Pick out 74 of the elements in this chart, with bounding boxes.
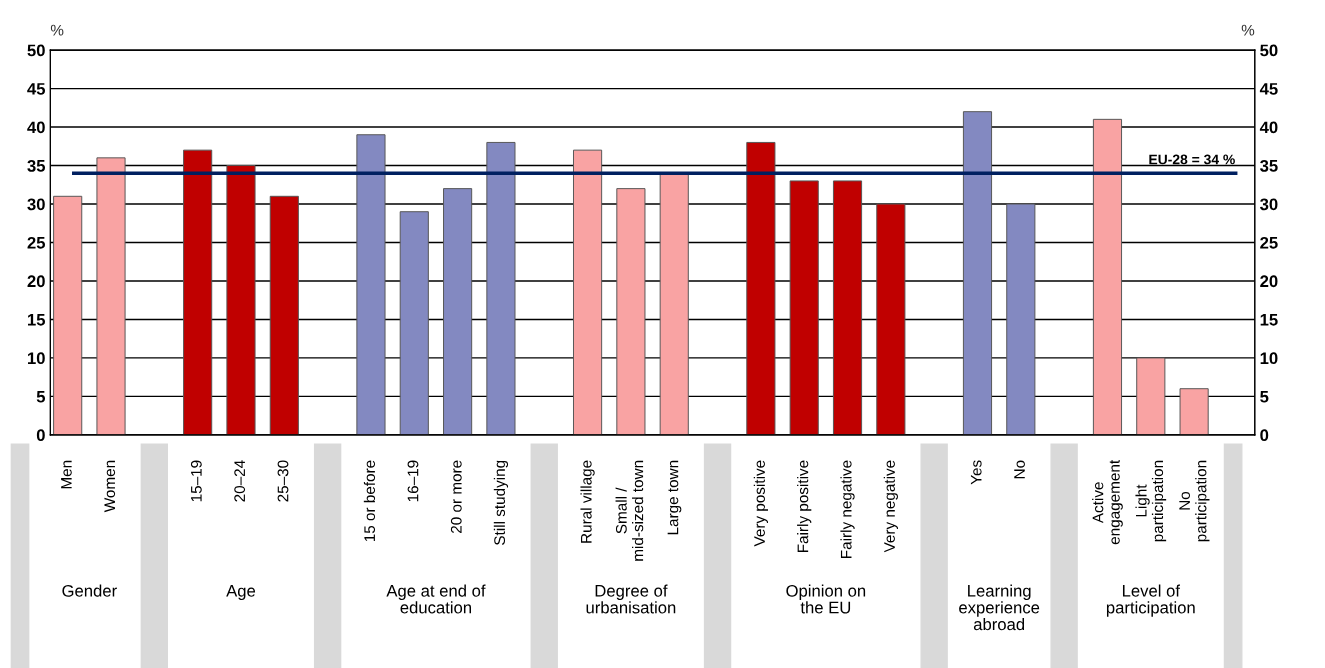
y2-tick-label: 10 [1260, 352, 1278, 365]
y2-tick-label: 15 [1260, 314, 1278, 326]
bar [616, 188, 646, 435]
y2-tick-label: 25 [1260, 236, 1278, 249]
x-tick-label: Light participation [1135, 460, 1167, 542]
bar [1179, 388, 1209, 435]
x-tick-label: Fairly positive [797, 460, 812, 552]
ref-line-label: EU-28 = 34 % [1149, 154, 1235, 165]
y-tick-label: 45 [27, 83, 46, 95]
bar [269, 195, 299, 435]
x-tick-label: 15–19 [190, 460, 202, 502]
x-tick-label: Still studying [493, 460, 509, 545]
x-tick-label: 20–24 [234, 460, 246, 502]
text: Gender [62, 584, 117, 597]
y-tick-label: 10 [28, 352, 45, 365]
x-tick-label: Yes [970, 460, 982, 485]
bar [573, 149, 603, 435]
text: Age [226, 585, 256, 601]
y2-axis-title: % [1241, 24, 1255, 36]
y2-tick-label: 45 [1259, 83, 1278, 95]
text: Learning experience abroad [959, 584, 1040, 631]
y-tick-label: 15 [28, 314, 46, 326]
bar [1006, 203, 1036, 435]
y2-tick-label: 20 [1260, 275, 1278, 288]
x-tick-label: Active engagement [1092, 459, 1123, 545]
bar [962, 111, 993, 435]
bar [226, 165, 256, 435]
bar [1092, 118, 1123, 435]
bar [1136, 357, 1166, 435]
x-tick-label: Women [104, 460, 116, 513]
y-tick-label: 40 [27, 121, 45, 134]
x-tick-label: 25–30 [277, 460, 289, 502]
bar [832, 180, 863, 435]
bar [96, 157, 126, 435]
text: Degree of urbanisation [586, 584, 676, 614]
x-tick-label: Rural village [580, 460, 595, 543]
bar [399, 211, 429, 435]
y2-tick-label: 35 [1260, 159, 1278, 172]
y-tick-label: 35 [27, 159, 46, 172]
bar [789, 180, 819, 435]
x-tick-label: 16–19 [407, 460, 419, 502]
x-tick-label: Small / mid-sized town [615, 460, 644, 561]
y2-tick-label: 5 [1260, 390, 1269, 403]
text: Level of participation [1106, 584, 1195, 617]
y-axis-title: % [50, 24, 64, 36]
bar [486, 141, 516, 435]
x-tick-label: Very positive [753, 460, 768, 547]
bar [443, 188, 473, 435]
bar [876, 203, 906, 435]
text: Age at end of education [386, 584, 486, 614]
x-tick-label: No participation [1179, 460, 1210, 542]
x-tick-label: No [1014, 460, 1025, 479]
y2-tick-label: 0 [1260, 429, 1269, 442]
y-tick-label: 25 [27, 236, 46, 249]
x-tick-label: Fairly negative [840, 460, 855, 558]
x-tick-label: Very negative [883, 460, 898, 553]
y2-tick-label: 30 [1260, 198, 1278, 211]
x-tick-label: 20 or more [450, 460, 462, 533]
x-tick-label: 15 or before [363, 460, 376, 542]
y-tick-label: 30 [27, 198, 45, 211]
text: Opinion on the EU [786, 584, 866, 614]
x-tick-label: Men [61, 460, 72, 489]
bar [356, 134, 386, 435]
bar [659, 172, 689, 435]
y-tick-label: 50 [27, 44, 45, 57]
bar [183, 149, 213, 435]
y2-tick-label: 50 [1260, 44, 1278, 57]
y-tick-label: 20 [27, 275, 45, 288]
y2-tick-label: 40 [1259, 121, 1278, 134]
y-tick-label: 5 [36, 390, 46, 403]
bar [53, 195, 83, 435]
bar [746, 141, 776, 435]
y-tick-label: 0 [36, 429, 45, 442]
x-tick-label: Large town [667, 460, 682, 535]
